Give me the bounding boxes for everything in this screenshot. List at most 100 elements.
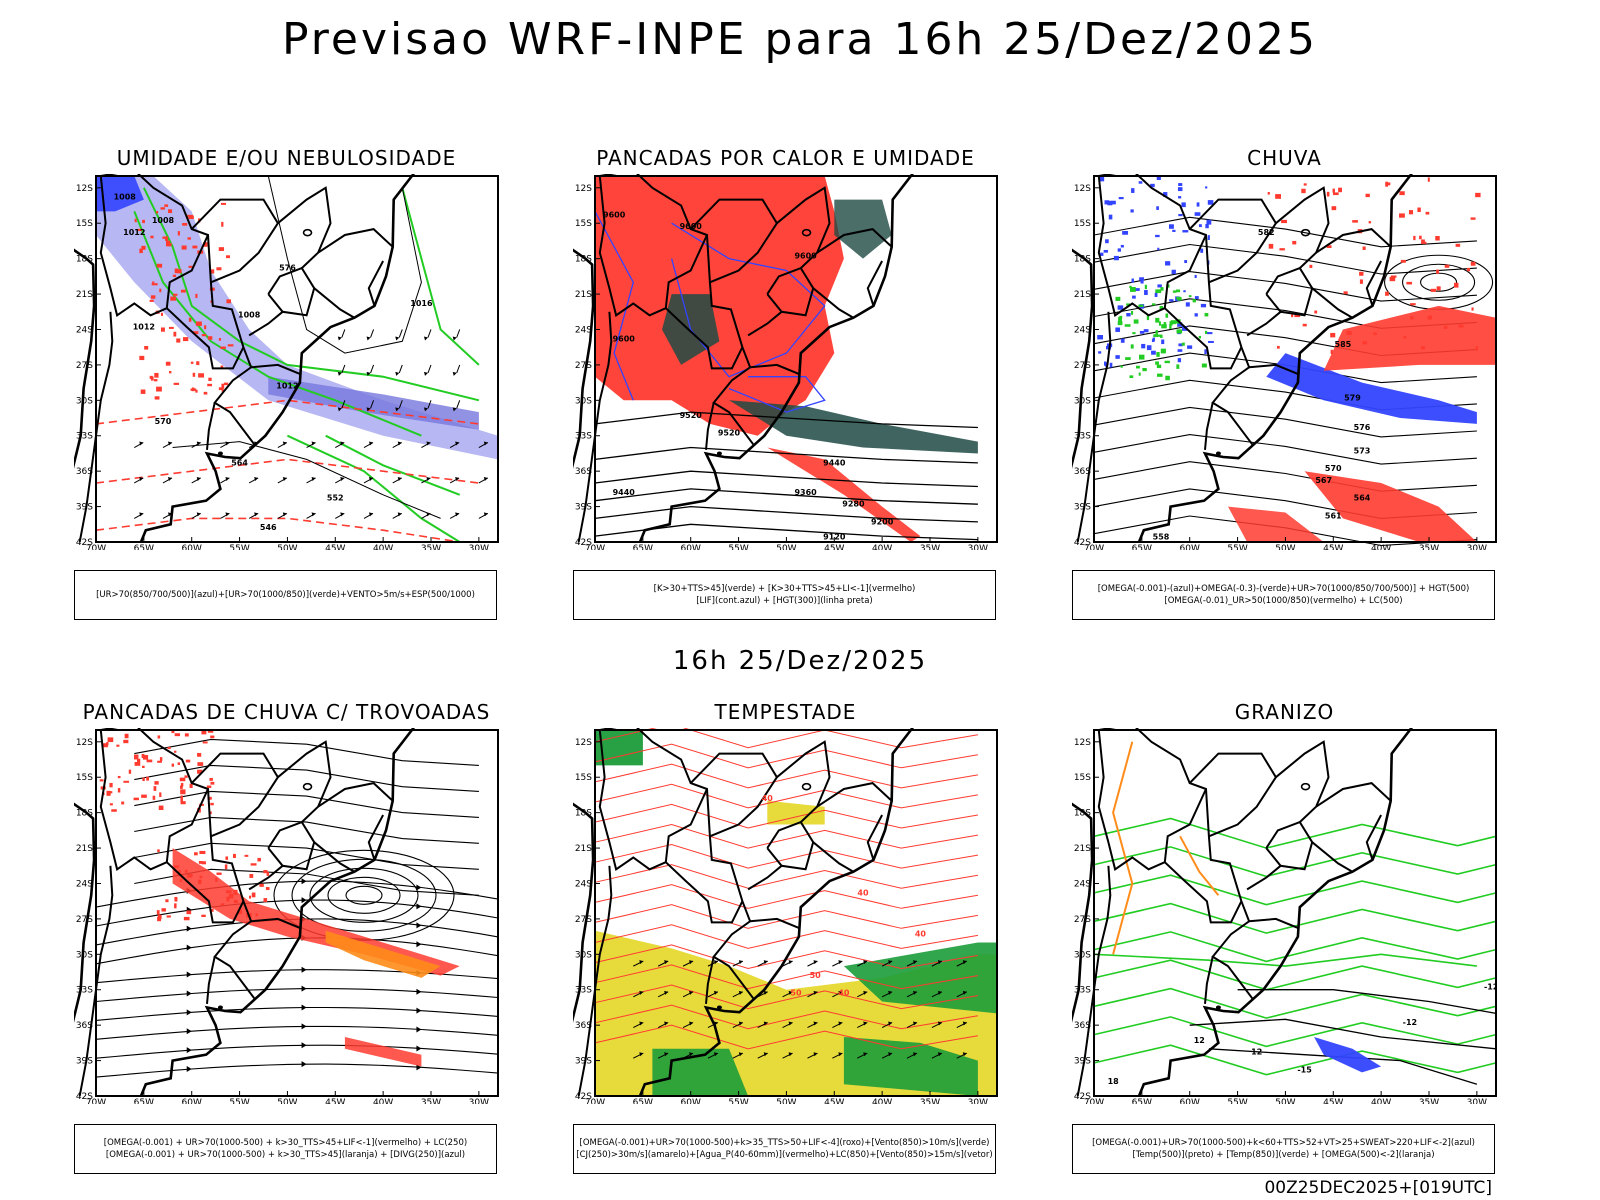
contour-label: 576	[279, 263, 296, 272]
lat-tick-label: 30S	[575, 950, 592, 960]
precip-cell	[191, 387, 195, 392]
precip-cell	[1153, 334, 1158, 338]
wind-vector-head	[763, 990, 768, 995]
precip-cell	[1194, 313, 1198, 317]
lon-tick-label: 45W	[824, 544, 844, 550]
precip-cell	[1427, 315, 1433, 320]
precip-cell	[1125, 357, 1131, 360]
precip-cell	[1131, 278, 1134, 283]
precip-cell	[1132, 332, 1136, 335]
precip-cell	[174, 733, 181, 737]
precip-cell	[201, 914, 206, 917]
precip-cell	[134, 754, 139, 760]
temp850-contour	[1093, 1016, 1497, 1048]
federal-district	[302, 782, 313, 791]
wind-vector	[398, 400, 403, 409]
wind-vector-head	[426, 476, 431, 481]
precip-cell	[1155, 289, 1162, 294]
wind-vectors	[337, 329, 461, 412]
political-border	[1098, 174, 1243, 348]
wind-vector-head	[888, 1052, 893, 1057]
wind-vectors	[633, 960, 968, 1059]
precip-cell	[1206, 219, 1212, 225]
precip-cell	[141, 753, 145, 759]
precip-cell	[153, 786, 157, 791]
streamline-arrow	[186, 1028, 192, 1035]
coastline-layer	[573, 174, 914, 543]
panel-title: CHUVA	[1247, 146, 1322, 170]
political-border	[367, 814, 384, 861]
wind-vector-head	[424, 407, 428, 412]
wind-vector-head	[366, 371, 371, 376]
contour-label: 1012	[276, 382, 298, 391]
lon-tick-label: 70W	[585, 544, 605, 550]
lon-tick-label: 30W	[1467, 544, 1487, 550]
precip-cell	[1267, 192, 1270, 195]
precip-cell	[1309, 264, 1313, 268]
legend-box: [OMEGA(-0.001)+UR>70(1000-500)+k<60+TTS>…	[1072, 1124, 1495, 1174]
streamline	[95, 1063, 499, 1078]
wind-vector-head	[337, 336, 342, 341]
contour-label: 570	[1325, 464, 1342, 473]
precip-cell	[1144, 290, 1148, 295]
coastline-layer	[74, 174, 415, 543]
lon-tick-label: 50W	[1275, 544, 1295, 550]
coastline-west	[573, 248, 595, 469]
precip-cell	[201, 334, 207, 337]
precip-cell	[207, 730, 214, 733]
political-border	[277, 740, 332, 823]
precip-cell	[1169, 323, 1172, 329]
precip-cell	[1206, 332, 1213, 335]
precip-cell	[1399, 213, 1405, 218]
wind-vector-head	[426, 512, 431, 517]
precip-cell	[1103, 361, 1107, 366]
precip-cell	[1436, 269, 1440, 274]
precip-cell	[201, 861, 206, 865]
panel-title: PANCADAS POR CALOR E UMIDADE	[596, 146, 975, 170]
wind-vector-head	[452, 371, 457, 376]
precip-cell	[1302, 323, 1307, 327]
political-border	[251, 363, 302, 376]
coastline-west	[74, 248, 96, 469]
precip-cell	[171, 730, 175, 734]
lat-tick-label: 21S	[1074, 290, 1091, 300]
lat-tick-label: 30S	[1074, 396, 1091, 406]
lon-tick-label: 55W	[728, 1098, 748, 1104]
precip-cell	[1359, 271, 1364, 276]
precip-cell	[1181, 342, 1185, 346]
temp850-contour	[1093, 931, 1497, 963]
precip-cell	[220, 346, 226, 350]
lon-tick-label: 30W	[1467, 1098, 1487, 1104]
precip-cell	[1314, 310, 1318, 314]
precip-cell	[1099, 252, 1104, 256]
contour-label: 9600	[680, 222, 703, 231]
precip-cell	[174, 903, 177, 909]
wind-vector-head	[689, 1052, 694, 1057]
temp850-contour	[1093, 817, 1497, 849]
political-border	[313, 841, 355, 873]
lat-tick-label: 18S	[575, 255, 592, 265]
precip-cell	[1105, 362, 1108, 367]
lon-tick-label: 60W	[182, 544, 202, 550]
lat-tick-label: 33S	[76, 986, 93, 996]
lon-tick-label: 55W	[229, 544, 249, 550]
lat-tick-label: 39S	[1074, 1057, 1091, 1067]
political-border	[712, 346, 755, 446]
contour-label: 50	[810, 971, 822, 980]
lat-tick-label: 27S	[575, 915, 592, 925]
precip-cell	[172, 274, 177, 277]
precip-cell	[165, 236, 169, 241]
precip-cell	[1326, 245, 1332, 249]
precip-cell	[238, 909, 243, 915]
political-border	[1211, 900, 1254, 1000]
wind-vector-head	[838, 990, 843, 995]
precip-cell	[218, 387, 222, 391]
wind-vector	[341, 400, 346, 409]
thickness-line	[95, 517, 460, 543]
precip-cell	[194, 852, 198, 856]
rain-cells	[1267, 177, 1481, 355]
lon-tick-label: 70W	[1084, 544, 1104, 550]
